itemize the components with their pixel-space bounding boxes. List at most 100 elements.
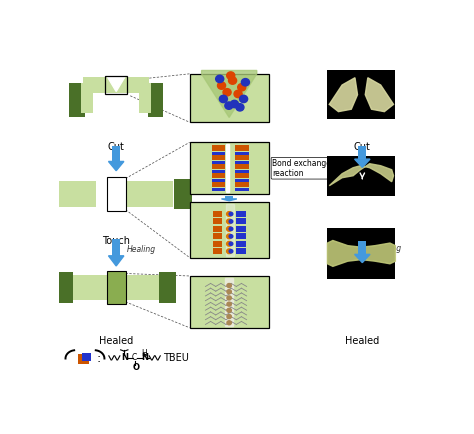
- Circle shape: [223, 89, 231, 96]
- Polygon shape: [355, 159, 370, 168]
- Bar: [237, 248, 246, 254]
- Bar: [213, 233, 222, 239]
- Polygon shape: [225, 278, 233, 326]
- Circle shape: [229, 242, 233, 246]
- Polygon shape: [109, 256, 124, 266]
- Bar: [236, 181, 249, 187]
- Bar: [190, 74, 269, 122]
- Text: C: C: [132, 353, 137, 362]
- Text: Healing: Healing: [373, 244, 402, 253]
- Bar: [236, 170, 249, 173]
- FancyBboxPatch shape: [69, 83, 85, 117]
- Bar: [212, 170, 225, 173]
- Bar: [212, 154, 225, 160]
- Bar: [107, 271, 126, 304]
- Text: Healed: Healed: [345, 336, 380, 346]
- Circle shape: [227, 283, 231, 288]
- Bar: [237, 226, 246, 232]
- Circle shape: [227, 241, 232, 246]
- Circle shape: [227, 321, 231, 325]
- Circle shape: [227, 234, 232, 239]
- Bar: [190, 142, 269, 194]
- Polygon shape: [221, 199, 237, 201]
- Bar: [174, 179, 191, 210]
- Bar: [236, 171, 249, 178]
- Text: TBEU: TBEU: [163, 353, 189, 363]
- Circle shape: [227, 72, 235, 79]
- Circle shape: [229, 235, 233, 238]
- Circle shape: [225, 102, 233, 109]
- Circle shape: [227, 227, 232, 231]
- Bar: [56, 273, 73, 303]
- Bar: [358, 146, 366, 159]
- Polygon shape: [365, 78, 393, 112]
- Circle shape: [227, 308, 231, 312]
- Bar: [236, 161, 249, 164]
- Bar: [213, 241, 222, 247]
- Bar: [236, 154, 249, 160]
- Polygon shape: [201, 70, 257, 118]
- Bar: [118, 181, 173, 207]
- Text: Cut: Cut: [354, 142, 371, 152]
- Circle shape: [227, 219, 232, 224]
- Circle shape: [239, 95, 247, 102]
- Circle shape: [229, 227, 233, 230]
- Bar: [236, 179, 249, 182]
- Circle shape: [229, 220, 233, 223]
- Circle shape: [227, 296, 231, 300]
- Bar: [159, 273, 176, 303]
- Bar: [212, 163, 225, 169]
- FancyBboxPatch shape: [82, 83, 93, 113]
- Bar: [58, 275, 174, 300]
- Bar: [112, 146, 120, 161]
- Polygon shape: [355, 254, 370, 263]
- Bar: [212, 171, 225, 178]
- Bar: [328, 156, 395, 196]
- Circle shape: [241, 79, 249, 86]
- Circle shape: [229, 250, 233, 253]
- Text: :: :: [97, 352, 101, 365]
- Bar: [236, 151, 249, 155]
- Bar: [358, 241, 366, 254]
- Circle shape: [216, 75, 224, 82]
- Bar: [212, 161, 225, 164]
- Bar: [236, 145, 249, 151]
- Bar: [78, 354, 89, 364]
- Circle shape: [227, 249, 232, 253]
- Polygon shape: [329, 78, 357, 112]
- Bar: [237, 233, 246, 239]
- Bar: [236, 188, 249, 191]
- Text: N: N: [121, 353, 128, 362]
- Bar: [225, 196, 233, 199]
- Bar: [41, 181, 96, 207]
- Bar: [212, 179, 225, 182]
- Bar: [112, 239, 120, 256]
- Bar: [190, 276, 269, 328]
- Bar: [237, 211, 246, 217]
- Text: Cut: Cut: [108, 142, 125, 152]
- Circle shape: [229, 212, 233, 216]
- Bar: [237, 218, 246, 224]
- Bar: [213, 226, 222, 232]
- Bar: [107, 178, 126, 211]
- Polygon shape: [328, 240, 395, 266]
- Text: H: H: [142, 349, 147, 358]
- Circle shape: [236, 104, 244, 111]
- Text: O: O: [132, 363, 139, 372]
- Text: Touch: Touch: [348, 237, 376, 247]
- FancyBboxPatch shape: [139, 83, 151, 113]
- Circle shape: [234, 90, 242, 98]
- FancyBboxPatch shape: [83, 77, 149, 93]
- Bar: [82, 353, 91, 361]
- Polygon shape: [226, 204, 234, 256]
- Polygon shape: [329, 164, 393, 186]
- Bar: [213, 211, 222, 217]
- Bar: [213, 248, 222, 254]
- Bar: [328, 227, 395, 279]
- Circle shape: [227, 212, 232, 216]
- Polygon shape: [226, 144, 229, 192]
- Bar: [213, 218, 222, 224]
- Circle shape: [237, 84, 246, 91]
- Circle shape: [230, 100, 238, 108]
- Text: Healing: Healing: [127, 245, 155, 254]
